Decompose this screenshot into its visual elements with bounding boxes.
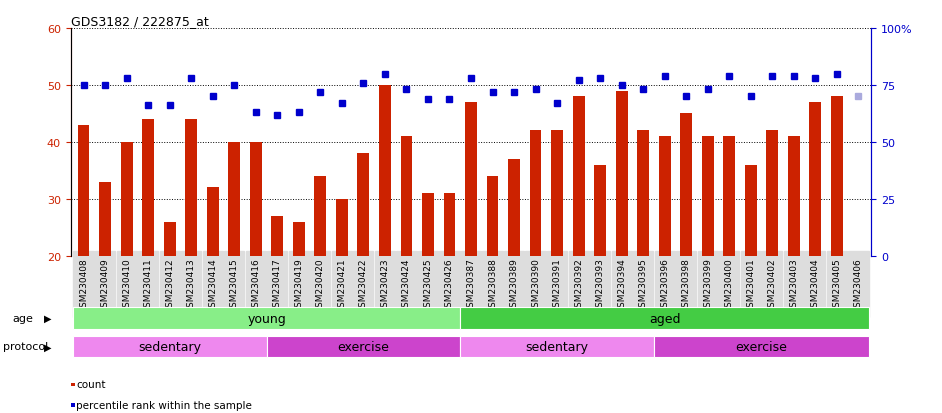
Bar: [142, 120, 154, 256]
Bar: [788, 137, 800, 256]
Bar: [508, 159, 520, 256]
Bar: [121, 142, 133, 256]
Bar: [73, 308, 461, 329]
Bar: [767, 131, 778, 256]
Bar: [616, 91, 627, 256]
Bar: [186, 120, 197, 256]
Bar: [271, 216, 284, 256]
Text: sedentary: sedentary: [526, 340, 589, 353]
Bar: [465, 103, 477, 256]
Bar: [336, 199, 348, 256]
Bar: [638, 131, 649, 256]
Text: sedentary: sedentary: [138, 340, 202, 353]
Bar: [77, 126, 89, 256]
Bar: [702, 137, 714, 256]
Bar: [315, 176, 326, 256]
Text: aged: aged: [649, 312, 680, 325]
Text: exercise: exercise: [337, 340, 389, 353]
Bar: [400, 137, 413, 256]
Bar: [658, 137, 671, 256]
Bar: [723, 137, 735, 256]
Bar: [444, 194, 455, 256]
Bar: [357, 154, 369, 256]
Text: exercise: exercise: [736, 340, 788, 353]
Bar: [99, 182, 111, 256]
Bar: [164, 222, 175, 256]
Bar: [680, 114, 692, 256]
Bar: [529, 131, 542, 256]
Bar: [594, 165, 606, 256]
Bar: [654, 336, 869, 357]
Text: ▶: ▶: [44, 313, 52, 323]
Bar: [267, 336, 461, 357]
Bar: [809, 103, 821, 256]
Bar: [745, 165, 756, 256]
Bar: [73, 336, 267, 357]
Bar: [831, 97, 843, 256]
Bar: [487, 176, 498, 256]
Bar: [207, 188, 219, 256]
Bar: [228, 142, 240, 256]
Bar: [461, 336, 654, 357]
Bar: [551, 131, 563, 256]
Bar: [293, 222, 304, 256]
Bar: [379, 85, 391, 256]
Bar: [573, 97, 585, 256]
Text: GDS3182 / 222875_at: GDS3182 / 222875_at: [71, 15, 208, 28]
Text: count: count: [76, 380, 106, 389]
Text: percentile rank within the sample: percentile rank within the sample: [76, 400, 252, 410]
Text: young: young: [247, 312, 285, 325]
Text: protocol: protocol: [3, 342, 48, 351]
Text: ▶: ▶: [44, 342, 52, 351]
Bar: [422, 194, 434, 256]
Text: age: age: [12, 313, 33, 323]
Bar: [853, 256, 865, 273]
Bar: [461, 308, 869, 329]
Bar: [250, 142, 262, 256]
